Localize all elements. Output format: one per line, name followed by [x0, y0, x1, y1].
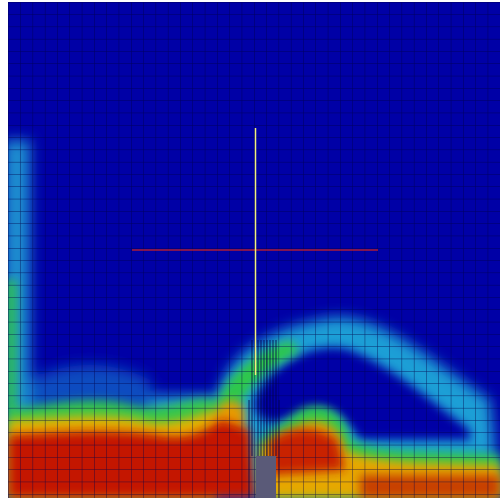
- page: [0, 0, 500, 498]
- obstacle: [256, 456, 276, 498]
- simulation-view: [0, 0, 500, 498]
